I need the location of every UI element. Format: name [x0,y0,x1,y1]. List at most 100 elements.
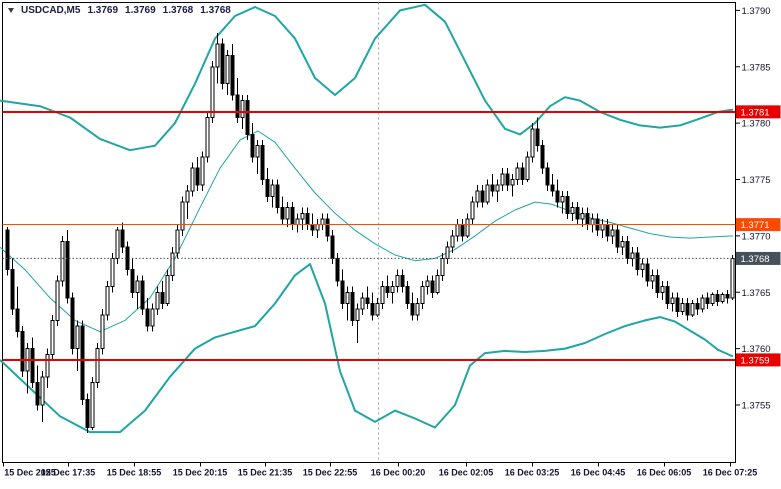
price-tag-1.3768: 1.3768 [736,251,781,265]
candle [10,258,15,315]
time-tick-label: 16 Dec 00:20 [371,468,426,478]
candle [625,235,630,265]
candle [90,376,95,430]
candle [335,252,340,287]
candle [500,168,505,191]
candle [370,292,375,321]
candle [215,32,220,84]
candle [115,226,120,265]
candle [140,275,145,315]
candle [675,292,680,318]
candle [570,202,575,222]
candle [75,320,80,372]
price-tick-label: 1.3755 [742,401,771,412]
candle [150,303,155,332]
candle [530,123,535,163]
price-tag-1.3781: 1.3781 [736,105,781,119]
candle [390,280,395,304]
symbol-timeframe-label: USDCAD,M5 [21,5,81,16]
candle [85,393,90,434]
candle [60,235,65,287]
candle [690,300,695,318]
candle [135,275,140,310]
time-tick-label: 15 Dec 2025 [4,468,56,478]
price-tick-label: 1.3765 [742,288,771,299]
bollinger-middle-band [0,130,734,333]
candle [340,269,345,310]
candle [20,326,25,377]
candle [580,207,585,227]
candle [415,297,420,321]
candle [350,286,355,327]
chart-plot-area[interactable] [2,2,736,463]
candle [705,292,710,310]
time-tick-label: 16 Dec 07:25 [703,468,758,478]
candle [430,275,435,298]
candle [400,269,405,293]
candle [250,123,255,163]
candle [560,190,565,214]
candle [360,292,365,315]
candle [190,162,195,197]
candle [695,297,700,315]
candle [730,255,735,301]
time-tick-label: 15 Dec 21:35 [238,468,293,478]
candle [160,280,165,310]
candle [200,151,205,191]
candle [635,247,640,276]
candle [550,173,555,197]
candle [540,140,545,174]
candle [645,258,650,287]
candle [155,286,160,315]
candle [700,294,705,313]
candle [380,280,385,310]
candle [260,140,265,186]
candle [35,365,40,411]
candle [195,156,200,191]
candle [40,371,45,422]
candle [220,38,225,90]
candle [615,224,620,253]
candle [715,290,720,306]
candle [420,280,425,310]
bollinger-lower-band [0,263,734,434]
candle [470,196,475,225]
price-tag-label: 1.3768 [741,254,770,265]
candle [225,49,230,95]
candle [65,230,70,304]
candle [70,292,75,355]
price-tick-label: 1.3780 [742,119,771,130]
candle [5,226,10,276]
candle [165,269,170,306]
candle [170,247,175,281]
candle [425,275,430,295]
triangle-down-icon [8,8,14,13]
candle [210,61,215,124]
candle [655,269,660,298]
candle [95,342,100,389]
candle [435,269,440,295]
candle [130,258,135,298]
candle [375,297,380,318]
price-tick-label: 1.3775 [742,175,771,186]
candle [275,179,280,214]
time-tick-label: 15 Dec 22:55 [303,468,358,478]
price-tick-label: 1.3760 [742,344,771,355]
candle [475,185,480,208]
candle [385,275,390,298]
candle [145,297,150,332]
time-tick-label: 16 Dec 04:45 [571,468,626,478]
candle [490,173,495,197]
candle [720,292,725,304]
candle [565,190,570,219]
ohlc-low-value: 1.3768 [162,5,194,16]
candle [395,269,400,293]
time-tick-label: 15 Dec 17:35 [41,468,96,478]
candle [480,185,485,208]
price-axis[interactable]: 1.3790 1.3785 1.3780 1.3775 1.3770 1.3765 1.37… [736,6,771,412]
candle [485,179,490,205]
candle [280,196,285,225]
